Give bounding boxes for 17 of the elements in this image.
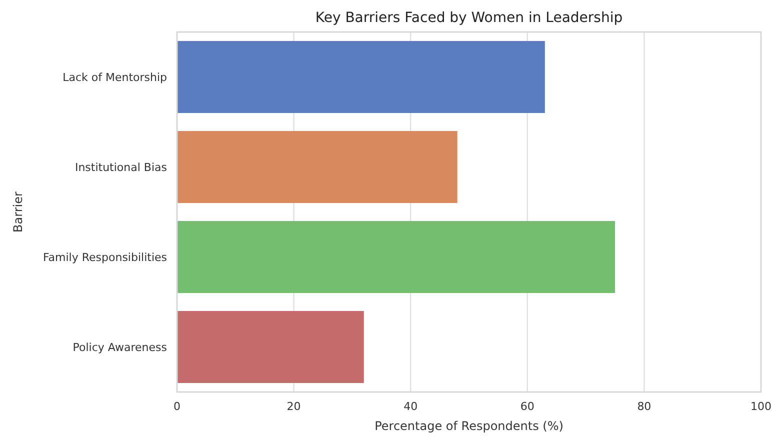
x-tick-label: 100 (750, 400, 772, 413)
y-tick-label: Policy Awareness (72, 340, 168, 354)
bar (177, 41, 545, 113)
bar (177, 221, 615, 293)
y-tick-label: Lack of Mentorship (62, 70, 168, 84)
x-tick-label: 40 (404, 400, 418, 413)
x-tick-label: 20 (286, 400, 301, 413)
x-tick-label: 80 (637, 400, 652, 413)
bar (177, 311, 364, 383)
bar (177, 131, 458, 203)
chart-title: Key Barriers Faced by Women in Leadership (315, 10, 623, 26)
y-axis-title: Barrier (11, 191, 25, 232)
y-tick-label: Family Responsibilities (42, 250, 168, 264)
x-axis-title: Percentage of Respondents (%) (374, 419, 564, 433)
x-tick-label: 0 (174, 400, 180, 413)
x-tick-label: 60 (520, 400, 534, 413)
y-tick-label: Institutional Bias (74, 160, 168, 174)
